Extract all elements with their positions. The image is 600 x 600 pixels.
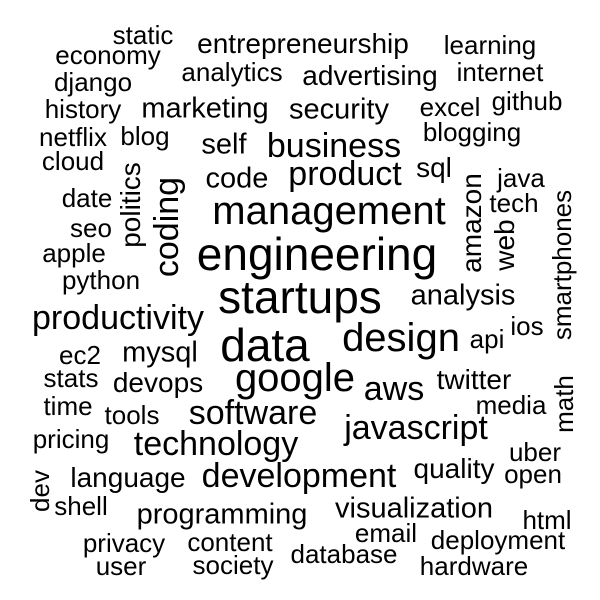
word: politics	[115, 162, 146, 248]
word: visualization	[335, 492, 493, 525]
word: privacy	[82, 528, 166, 558]
word: analytics	[181, 57, 283, 87]
word: code	[205, 162, 269, 195]
word: apple	[42, 238, 106, 268]
word: ios	[510, 311, 544, 341]
word: economy	[55, 40, 161, 70]
word: startups	[218, 271, 382, 323]
word: amazon	[456, 173, 487, 273]
word: github	[491, 86, 563, 116]
word: django	[53, 67, 133, 97]
word: language	[70, 462, 186, 493]
word: analysis	[410, 279, 516, 312]
word: internet	[456, 57, 544, 87]
word: media	[475, 390, 547, 420]
word: python	[61, 265, 141, 295]
word: programming	[136, 498, 308, 531]
word: seo	[70, 213, 112, 243]
word: blog	[120, 121, 170, 151]
word: static	[112, 20, 174, 50]
word: cloud	[41, 146, 105, 176]
word: marketing	[141, 92, 269, 125]
word: google	[234, 356, 356, 400]
word: tech	[489, 188, 539, 218]
word: design	[342, 316, 460, 360]
word: date	[61, 183, 113, 213]
word: user	[95, 551, 147, 581]
word: quality	[413, 453, 495, 484]
word: learning	[443, 30, 537, 60]
word: tools	[104, 400, 160, 430]
word: coding	[148, 176, 186, 278]
word: devops	[112, 367, 204, 398]
word: data	[220, 319, 310, 371]
word: time	[43, 391, 93, 421]
word: excel	[419, 92, 481, 122]
word: technology	[133, 425, 299, 463]
word: stats	[43, 363, 99, 393]
word: aws	[363, 370, 425, 408]
word: engineering	[196, 228, 438, 280]
word: html	[522, 505, 572, 535]
word: open	[504, 459, 562, 489]
word: hardware	[419, 551, 529, 581]
word: netflix	[39, 122, 107, 152]
word: email	[354, 518, 418, 548]
word: api	[469, 324, 505, 354]
word: history	[44, 94, 122, 124]
word: blogging	[422, 117, 522, 147]
word: mysql	[122, 336, 198, 369]
word: shell	[54, 491, 108, 521]
word: advertising	[302, 60, 438, 91]
word: business	[266, 127, 402, 165]
word: smartphones	[547, 189, 577, 341]
word: database	[290, 539, 398, 569]
word: pricing	[32, 424, 110, 454]
word: self	[201, 128, 247, 161]
word: dev	[25, 470, 55, 512]
word: ec2	[59, 340, 101, 370]
word: product	[288, 155, 402, 193]
word: development	[201, 457, 397, 495]
word: entrepreneurship	[197, 28, 409, 59]
word: deployment	[430, 525, 566, 555]
word: software	[188, 394, 318, 432]
word: math	[549, 375, 579, 433]
word: content	[187, 527, 273, 557]
word: twitter	[436, 364, 512, 395]
word: web	[489, 219, 520, 271]
word: uber	[508, 437, 562, 467]
word: java	[497, 163, 545, 193]
word: sql	[416, 152, 452, 183]
word: productivity	[32, 299, 204, 337]
word: security	[289, 93, 389, 126]
word: society	[192, 550, 274, 580]
word: management	[212, 189, 446, 233]
word: javascript	[344, 409, 488, 447]
